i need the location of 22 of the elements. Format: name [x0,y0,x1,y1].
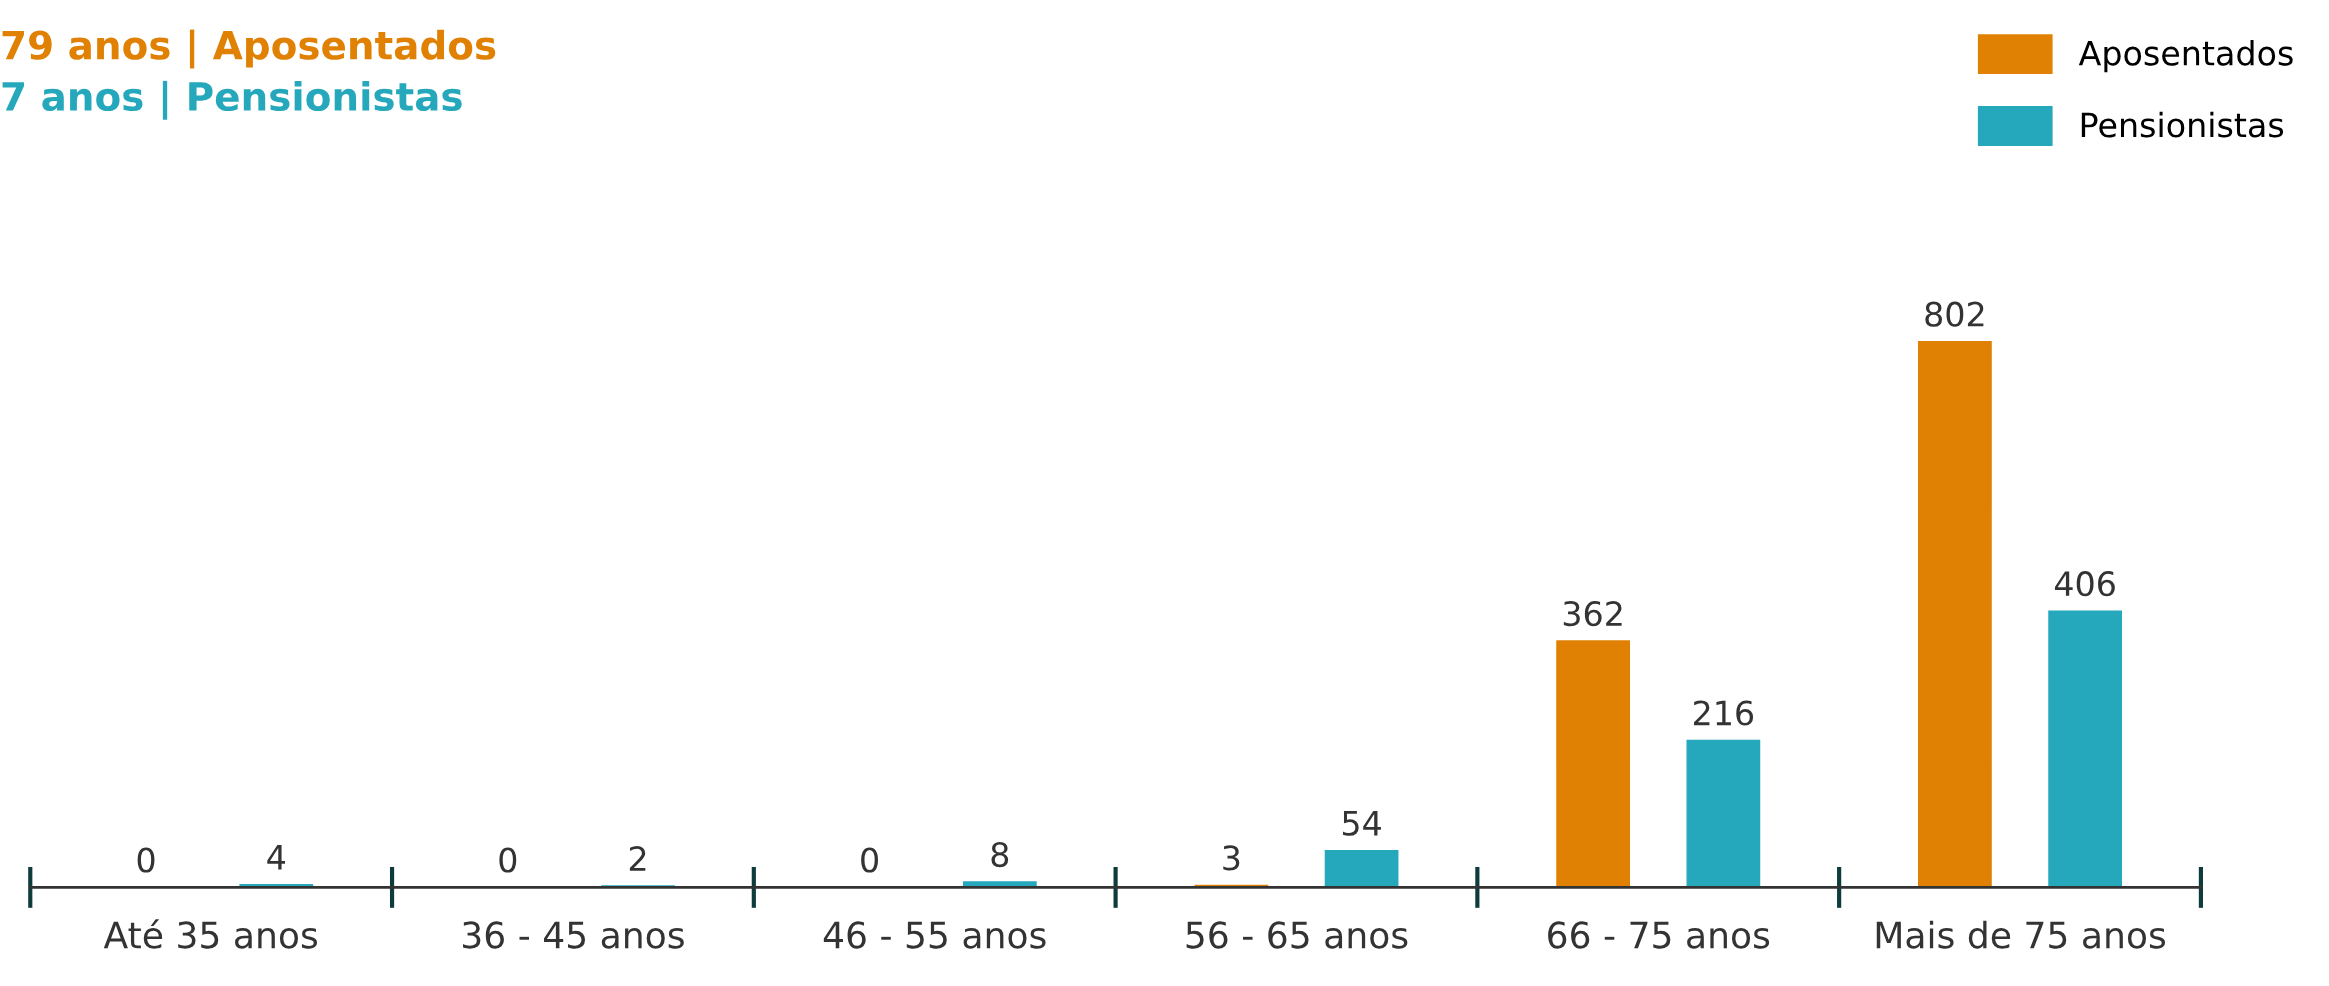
data-label: 802 [1925,301,1984,327]
text: 7 anos | Pensionistas [2,80,462,120]
text: 79 anos | Aposentados [2,29,496,69]
legend-label: Aposentados [2078,39,2293,73]
data-label: 4 [267,845,286,870]
data-label: 406 [2054,571,2115,597]
x-tick-label: Até 35 anos [103,919,318,949]
x-tick-label: Mais de 75 anos [1876,920,2166,949]
x-tick-label: 56 - 65 anos [1186,921,1408,949]
data-label: 0 [137,847,155,873]
x-tick-label: 66 - 75 anos [1548,921,1770,949]
data-label: 0 [499,847,517,873]
data-label: 3 [1223,845,1240,871]
data-label: 54 [1342,811,1381,836]
data-label: 216 [1694,700,1754,726]
x-tick-label: 46 - 55 anos [823,921,1046,949]
data-label: 8 [991,841,1009,868]
data-label: 362 [1563,601,1622,627]
data-label: 2 [629,846,646,871]
legend-label: Pensionistas [2081,111,2284,138]
data-label: 0 [861,847,878,873]
x-tick-label: 36 - 45 anos [463,921,684,949]
